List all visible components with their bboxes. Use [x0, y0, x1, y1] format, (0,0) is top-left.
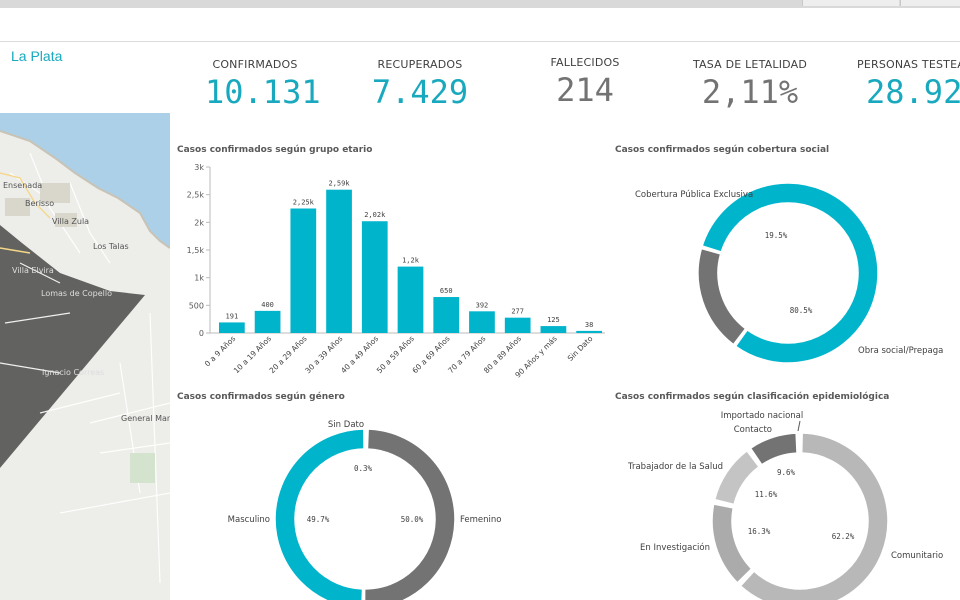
slice-name-label: Obra social/Prepaga — [858, 346, 943, 356]
genero-donut-chart[interactable]: 50.0% 49.7% 0.3% Femenino Masculino Sin Dato — [170, 405, 600, 600]
y-tick-label: 3k — [194, 163, 204, 172]
bar-data-label: 392 — [476, 301, 489, 309]
bar-data-label: 125 — [547, 316, 560, 324]
bar[interactable] — [397, 266, 424, 333]
map-label: Villa Elvira — [12, 266, 54, 275]
kpi-label: RECUPERADOS — [377, 58, 463, 71]
slice-percent-label: 16.3% — [748, 527, 771, 536]
browser-top-strip — [0, 0, 960, 8]
slice-percent-label: 0.3% — [354, 464, 373, 473]
map-label: Ignacio Correas — [42, 368, 104, 377]
slice-percent-label: 49.7% — [307, 515, 330, 524]
kpi-value: 28.927 — [866, 73, 960, 110]
slice-percent-label: 11.6% — [755, 490, 778, 499]
x-tick-label: Sin Dato — [566, 334, 595, 363]
kpi-value: 2,11% — [701, 73, 799, 111]
slice-name-label: Femenino — [460, 515, 502, 525]
map-label: Lomas de Copello — [41, 289, 112, 298]
kpi-value: 214 — [556, 71, 614, 109]
kpi-label: PERSONAS TESTEADAS — [857, 58, 960, 71]
slice-name-label: Trabajador de la Salud — [627, 462, 723, 472]
bar[interactable] — [361, 221, 388, 333]
kpi-value: 7.429 — [371, 73, 469, 111]
kpi-value: 10.131 — [205, 73, 321, 111]
kpi-personas-testeadas[interactable]: PERSONAS TESTEADAS 28.927 — [854, 58, 960, 110]
slice-name-label: Cobertura Pública Exclusiva — [635, 190, 753, 200]
kpi-fallecidos[interactable]: FALLECIDOS 214 — [535, 56, 635, 108]
bar[interactable] — [504, 317, 531, 333]
y-tick-label: 0 — [199, 329, 204, 338]
y-tick-label: 2k — [194, 218, 204, 227]
bar[interactable] — [469, 311, 495, 333]
bar-data-label: 400 — [261, 301, 274, 309]
clasificacion-chart-title: Casos confirmados según clasificación ep… — [615, 392, 890, 402]
map-label: General Mansilla — [121, 414, 170, 423]
cobertura-chart-title: Casos confirmados según cobertura social — [615, 145, 830, 155]
y-tick-label: 2,5k — [187, 191, 205, 200]
bar-data-label: 277 — [511, 308, 524, 316]
bar[interactable] — [219, 322, 245, 333]
genero-chart-title: Casos confirmados según género — [177, 392, 345, 402]
kpi-confirmados[interactable]: CONFIRMADOS 10.131 — [205, 58, 321, 111]
top-strip-button[interactable] — [802, 0, 899, 6]
bar-chart-title: Casos confirmados según grupo etario — [177, 145, 373, 155]
map-label: Berisso — [25, 199, 54, 208]
donut-slice[interactable] — [749, 432, 798, 466]
slice-name-label: Comunitario — [891, 551, 943, 561]
kpi-label: TASA DE LETALIDAD — [692, 58, 808, 71]
bar[interactable] — [290, 208, 317, 334]
bar[interactable] — [326, 189, 352, 333]
donut-slice[interactable] — [711, 503, 753, 584]
donut-slice[interactable] — [701, 182, 879, 364]
donut-slice[interactable] — [713, 450, 760, 506]
slice-percent-label: 62.2% — [832, 532, 855, 541]
dashboard-toolbar — [0, 8, 960, 42]
kpi-tasa-letalidad[interactable]: TASA DE LETALIDAD 2,11% — [690, 58, 810, 110]
donut-slice[interactable] — [697, 247, 747, 346]
bar-data-label: 2,25k — [293, 199, 315, 207]
donut-slice[interactable] — [739, 432, 889, 600]
slice-name-label: Sin Dato — [328, 420, 364, 430]
y-tick-label: 1,5k — [187, 246, 205, 255]
slice-percent-label: 19.5% — [765, 231, 788, 240]
map-label: Villa Zula — [52, 217, 89, 226]
slice-percent-label: 80.5% — [790, 306, 813, 315]
bar-data-label: 650 — [440, 287, 453, 295]
clasificacion-donut-chart[interactable]: 62.2% 16.3% 11.6% 9.6% Comunitario En Investi… — [600, 405, 960, 600]
kpi-label: FALLECIDOS — [550, 56, 620, 69]
slice-name-label: Contacto — [734, 425, 772, 435]
slice-percent-label: 50.0% — [401, 515, 424, 524]
bar-data-label: 191 — [226, 312, 239, 320]
page-title: La Plata — [11, 48, 63, 64]
map-label: Los Talas — [93, 242, 129, 251]
map-canvas[interactable]: Ensenada Berisso Villa Zula Los Talas Vi… — [0, 113, 170, 600]
map-label: Ensenada — [3, 181, 42, 190]
slice-name-label: Importado nacional — [721, 411, 804, 421]
bar-data-label: 38 — [585, 321, 593, 329]
bar-data-label: 2,59k — [329, 180, 351, 188]
slice-percent-label: 9.6% — [777, 468, 796, 477]
donut-slice[interactable] — [363, 428, 456, 600]
bar[interactable] — [576, 330, 602, 333]
kpi-recuperados[interactable]: RECUPERADOS 7.429 — [365, 58, 475, 110]
y-tick-label: 1k — [194, 274, 204, 283]
bar[interactable] — [540, 326, 567, 333]
top-strip-button[interactable] — [900, 0, 960, 6]
leader-line — [797, 420, 801, 432]
map-panel[interactable]: Ensenada Berisso Villa Zula Los Talas Vi… — [0, 113, 170, 600]
bar[interactable] — [433, 297, 460, 333]
kpi-label: CONFIRMADOS — [212, 58, 298, 71]
bar-data-label: 1,2k — [402, 257, 420, 265]
cobertura-donut-chart[interactable]: 80.5% 19.5% Obra social/Prepaga Cobertura P… — [600, 155, 960, 385]
slice-name-label: En Investigación — [640, 542, 710, 553]
x-tick-label: 0 a 9 Años — [203, 334, 237, 368]
y-tick-label: 500 — [189, 301, 204, 310]
donut-slice[interactable] — [274, 428, 365, 600]
slice-name-label: Masculino — [228, 515, 270, 525]
bar[interactable] — [254, 310, 281, 333]
bar-data-label: 2,02k — [364, 211, 386, 219]
